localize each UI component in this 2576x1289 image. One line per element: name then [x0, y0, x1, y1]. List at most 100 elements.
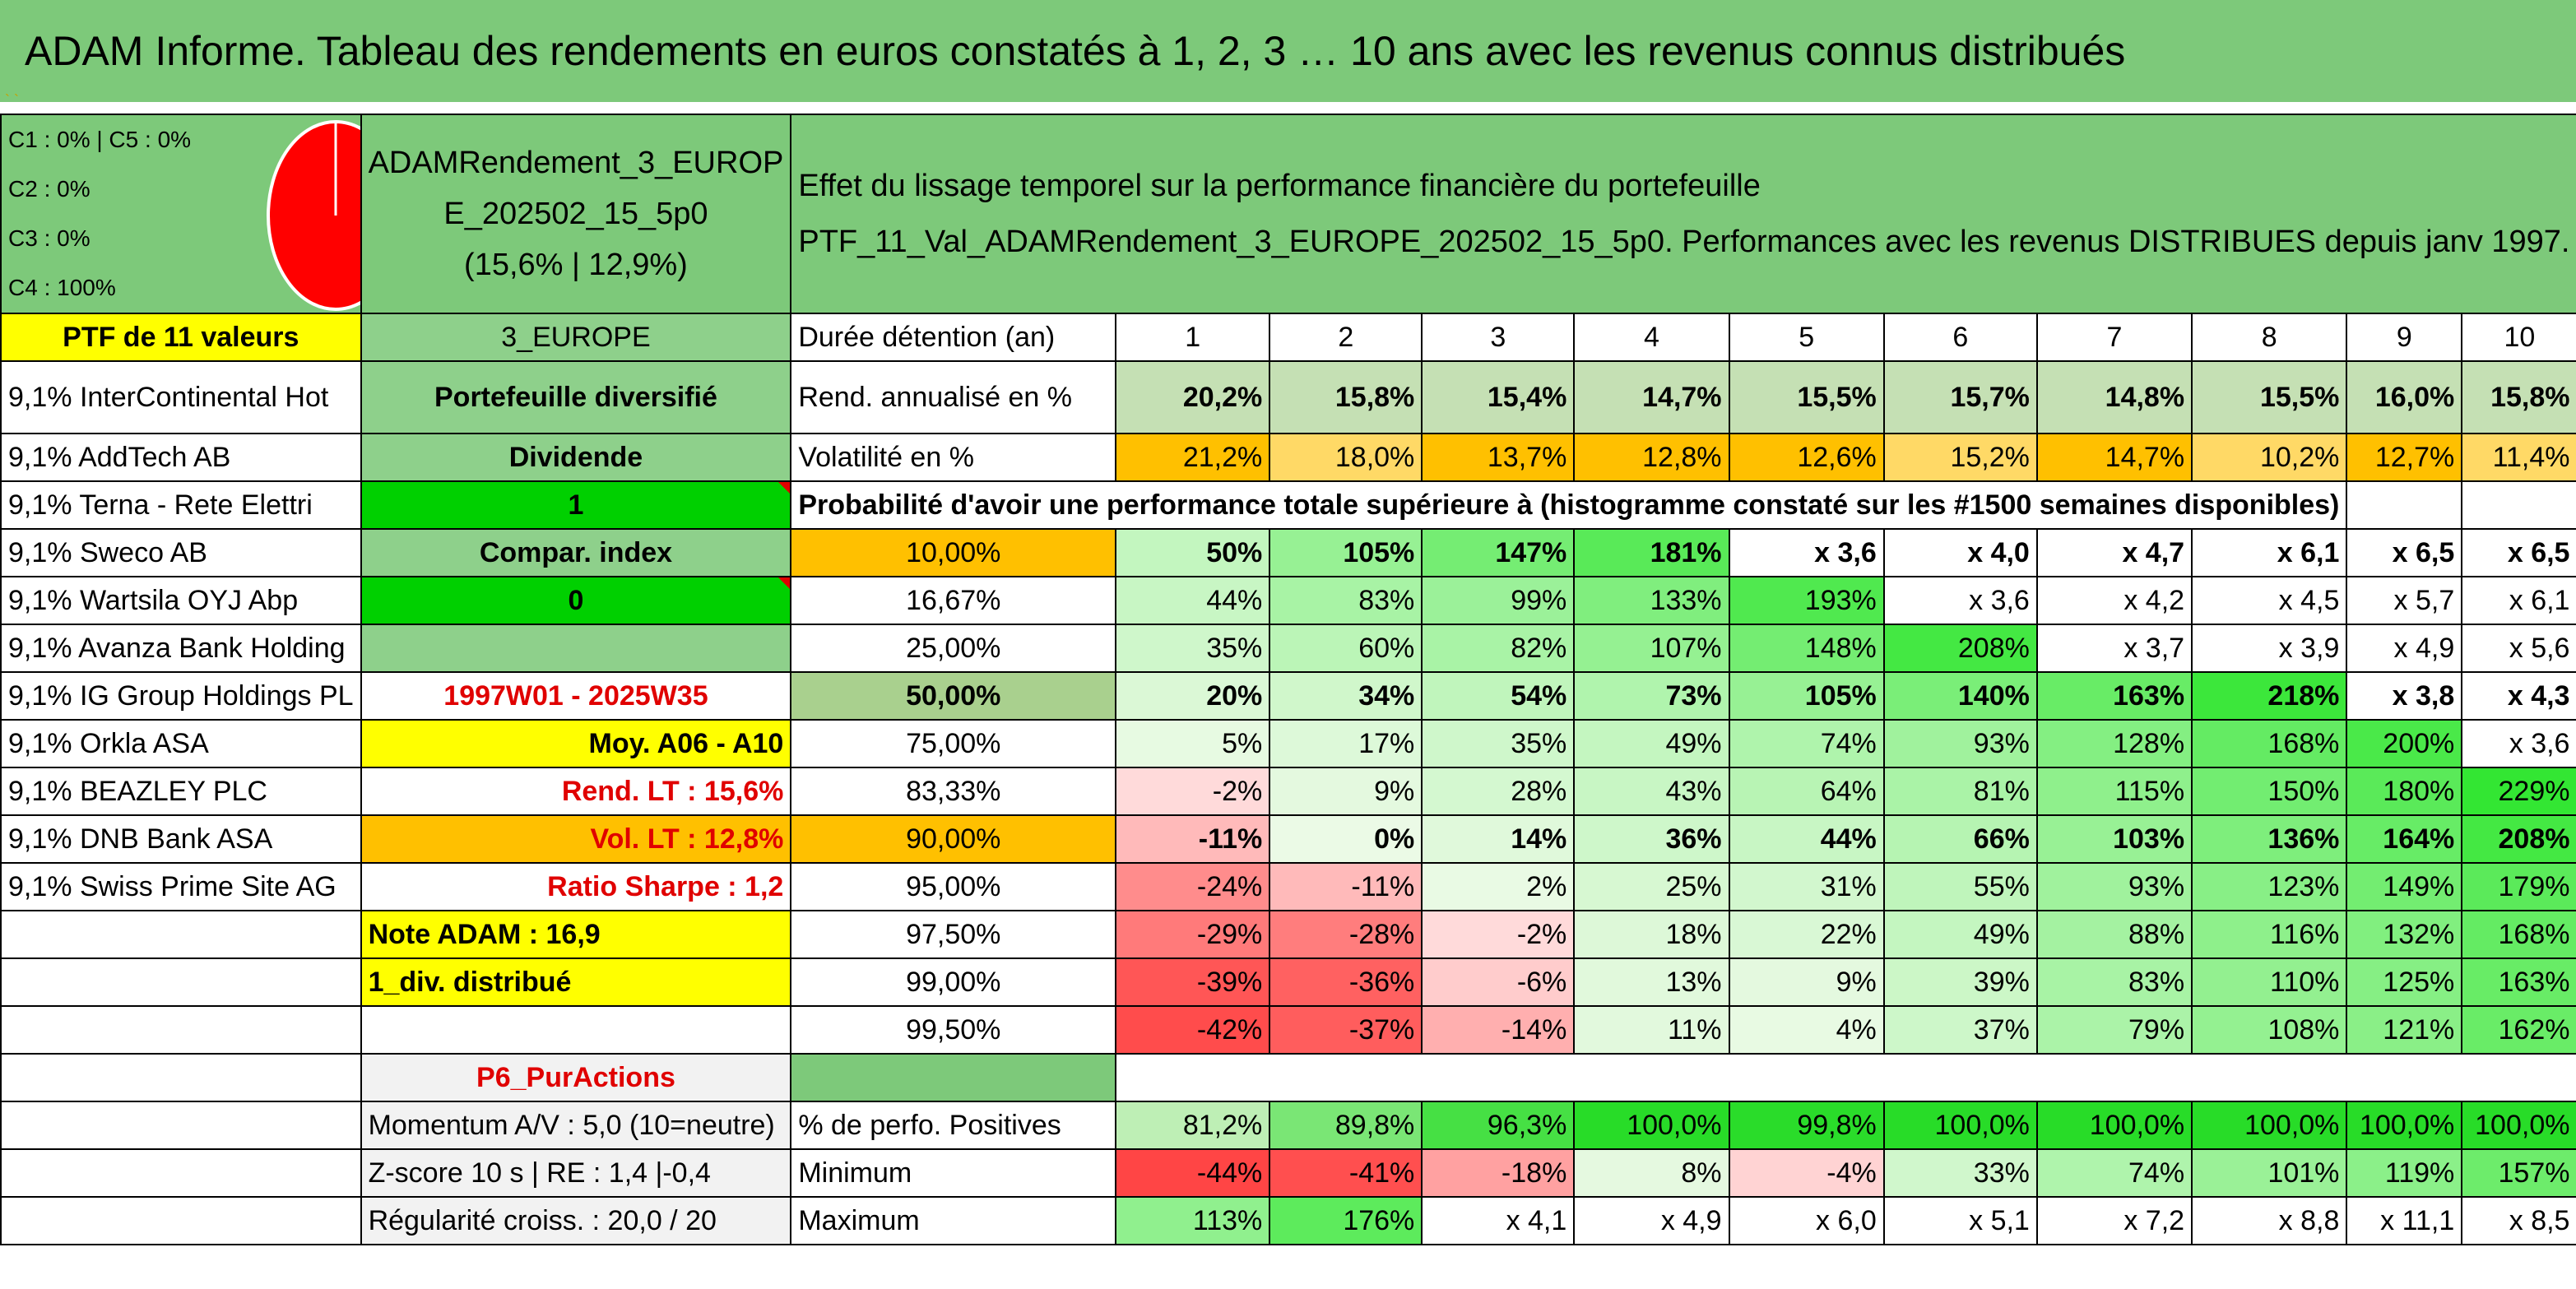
quantile-value: 108% [2191, 1005, 2348, 1055]
minimum-value: 101% [2191, 1148, 2348, 1198]
minimum-value: 74% [2035, 1148, 2193, 1198]
period-label: 1997W01 - 2025W35 [360, 671, 792, 721]
maximum-label: Maximum [790, 1196, 1117, 1245]
quantile-value: 193% [1728, 576, 1885, 625]
maximum-value: x 8,5 [2461, 1196, 2576, 1245]
quantile-value: 110% [2191, 957, 2348, 1007]
quantile-value: 9% [1728, 957, 1885, 1007]
info-empty [360, 1005, 792, 1055]
quantile-value: 44% [1728, 814, 1885, 864]
portfolio-name: ADAMRendement_3_EUROP E_202502_15_5p0 (15,… [360, 114, 792, 314]
allocation-line: C3 : 0% [8, 225, 91, 251]
positive-share-value: 99,8% [1728, 1101, 1885, 1150]
vol-label: Volatilité en % [790, 433, 1117, 482]
quantile-value: 218% [2191, 671, 2348, 721]
holding-item: 9,1% Sweco AB [0, 528, 362, 577]
quantile-value: x 6,5 [2461, 528, 2576, 577]
probability-title: Probabilité d'avoir une performance tota… [790, 480, 2348, 530]
quantile-value: x 6,1 [2461, 576, 2576, 625]
blank-cell [0, 1005, 362, 1055]
rend-value: 15,7% [1882, 360, 2038, 434]
minimum-label: Minimum [790, 1148, 1117, 1198]
quantile-value: 179% [2461, 862, 2576, 911]
quantile-value: -29% [1115, 910, 1271, 959]
portfolio-name-line: ADAMRendement_3_EUROP [368, 146, 784, 180]
quantile-label: 95,00% [790, 862, 1117, 911]
quantile-value: 93% [1882, 719, 2038, 768]
universe-label: 3_EUROPE [360, 313, 792, 362]
rend-value: 16,0% [2346, 360, 2463, 434]
quantile-value: 14% [1421, 814, 1576, 864]
maximum-value: x 5,1 [1882, 1196, 2038, 1245]
blank-cell [790, 1053, 1117, 1102]
quantile-value: 149% [2346, 862, 2463, 911]
quantile-value: x 5,6 [2461, 624, 2576, 673]
quantile-value: x 4,3 [2461, 671, 2576, 721]
long-term-volatility: Vol. LT : 12,8% [360, 814, 792, 864]
quantile-value: 82% [1421, 624, 1576, 673]
blank-cell [1115, 1054, 2576, 1102]
allocation-block: C1 : 0% | C5 : 0% C2 : 0% C3 : 0% C4 : 100% [0, 114, 362, 314]
quantile-value: 35% [1115, 624, 1271, 673]
quantile-value: 37% [1882, 1005, 2038, 1055]
compar-index-label: Compar. index [360, 528, 792, 577]
allocation-line: C4 : 100% [8, 275, 116, 300]
profile-label: P6_PurActions [360, 1053, 792, 1102]
maximum-value: x 8,8 [2191, 1196, 2348, 1245]
quantile-value: x 3,8 [2346, 671, 2463, 721]
quantile-value: x 3,9 [2191, 624, 2348, 673]
quantile-value: -2% [1421, 910, 1576, 959]
year-header: 3 [1421, 313, 1576, 362]
quantile-value: 93% [2035, 862, 2193, 911]
report-table: C1 : 0% | C5 : 0% C2 : 0% C3 : 0% C4 : 100%… [0, 114, 2576, 1245]
quantile-value: 163% [2035, 671, 2193, 721]
quantile-value: -39% [1115, 957, 1271, 1007]
quantile-value: 55% [1882, 862, 2038, 911]
quantile-value: -42% [1115, 1005, 1271, 1055]
quantile-value: 140% [1882, 671, 2038, 721]
quantile-value: 2% [1421, 862, 1576, 911]
quantile-value: x 4,9 [2346, 624, 2463, 673]
quantile-value: 4% [1728, 1005, 1885, 1055]
minimum-value: 119% [2346, 1148, 2463, 1198]
vol-value: 12,8% [1573, 433, 1730, 482]
quantile-label: 97,50% [790, 910, 1117, 959]
quantile-value: x 4,0 [1882, 528, 2038, 577]
quantile-value: 136% [2191, 814, 2348, 864]
quantile-value: 105% [1728, 671, 1885, 721]
adam-note: Note ADAM : 16,9 [360, 910, 792, 959]
quantile-value: x 3,6 [1728, 528, 1885, 577]
quantile-value: 229% [2461, 767, 2576, 816]
dividend-count: 1_div. distribué [360, 957, 792, 1007]
holding-item: 9,1% InterContinental Hot [0, 360, 362, 434]
quantile-value: 20% [1115, 671, 1271, 721]
positive-share-value: 100,0% [2191, 1101, 2348, 1150]
quantile-label: 16,67% [790, 576, 1117, 625]
blank-cell [0, 1148, 362, 1198]
vol-value: 14,7% [2035, 433, 2193, 482]
quantile-value: -11% [1115, 814, 1271, 864]
quantile-value: 60% [1269, 624, 1423, 673]
vol-value: 11,4% [2461, 433, 2576, 482]
positive-share-value: 100,0% [2461, 1101, 2576, 1150]
dividend-label: Dividende [360, 433, 792, 482]
positive-share-value: 100,0% [2346, 1101, 2463, 1150]
quantile-value: 148% [1728, 624, 1885, 673]
quantile-value: 116% [2191, 910, 2348, 959]
quantile-value: 44% [1115, 576, 1271, 625]
quantile-value: 0% [1269, 814, 1423, 864]
quantile-value: 147% [1421, 528, 1576, 577]
quantile-value: 25% [1573, 862, 1730, 911]
quantile-label: 25,00% [790, 624, 1117, 673]
blank-cell [0, 1053, 362, 1102]
quantile-value: 49% [1882, 910, 2038, 959]
quantile-value: 73% [1573, 671, 1730, 721]
maximum-value: 113% [1115, 1196, 1271, 1245]
tick-marks: ` ` [5, 92, 19, 109]
quantile-value: x 3,7 [2035, 624, 2193, 673]
rend-value: 15,4% [1421, 360, 1576, 434]
quantile-value: x 6,5 [2346, 528, 2463, 577]
vol-value: 21,2% [1115, 433, 1271, 482]
quantile-value: 162% [2461, 1005, 2576, 1055]
description-line: Effet du lissage temporel sur la perform… [798, 169, 1761, 203]
